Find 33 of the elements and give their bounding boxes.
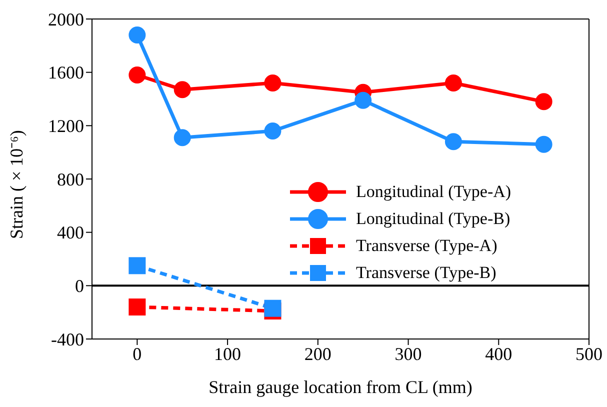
point <box>264 300 282 317</box>
point <box>128 257 146 274</box>
y-tick-label: 1600 <box>48 62 84 83</box>
x-axis-title: Strain gauge location from CL (mm) <box>208 377 472 397</box>
point <box>128 298 146 316</box>
x-tick-label: 500 <box>576 344 602 364</box>
x-tick-label: 300 <box>394 344 422 364</box>
point <box>354 92 372 109</box>
y-tick-label: 0 <box>75 276 84 296</box>
point <box>535 93 552 110</box>
y-axis-title: Strain ( × 10⁻⁶) <box>6 130 26 239</box>
point <box>444 74 462 92</box>
x-tick-label: 400 <box>485 344 512 364</box>
point <box>264 74 282 92</box>
legend-label: Transverse (Type-A) <box>356 236 498 256</box>
x-tick-label: 0 <box>132 344 142 364</box>
y-tick-label: 800 <box>57 169 84 190</box>
point <box>174 81 191 98</box>
legend-label: Longitudinal (Type-A) <box>356 182 512 202</box>
x-tick-label: 200 <box>304 344 332 364</box>
y-tick-label: 1200 <box>48 116 84 136</box>
x-tick-label: 100 <box>214 344 242 364</box>
point <box>444 133 462 150</box>
legend-label: Longitudinal (Type-B) <box>356 208 510 228</box>
y-tick-label: 400 <box>57 222 84 243</box>
point <box>264 122 282 140</box>
point <box>128 66 146 84</box>
legend-label: Transverse (Type-B) <box>356 262 496 282</box>
point <box>174 129 191 146</box>
y-tick-label: -400 <box>51 329 84 350</box>
point <box>535 136 552 153</box>
y-tick-label: 2000 <box>48 9 84 30</box>
point <box>128 26 146 44</box>
